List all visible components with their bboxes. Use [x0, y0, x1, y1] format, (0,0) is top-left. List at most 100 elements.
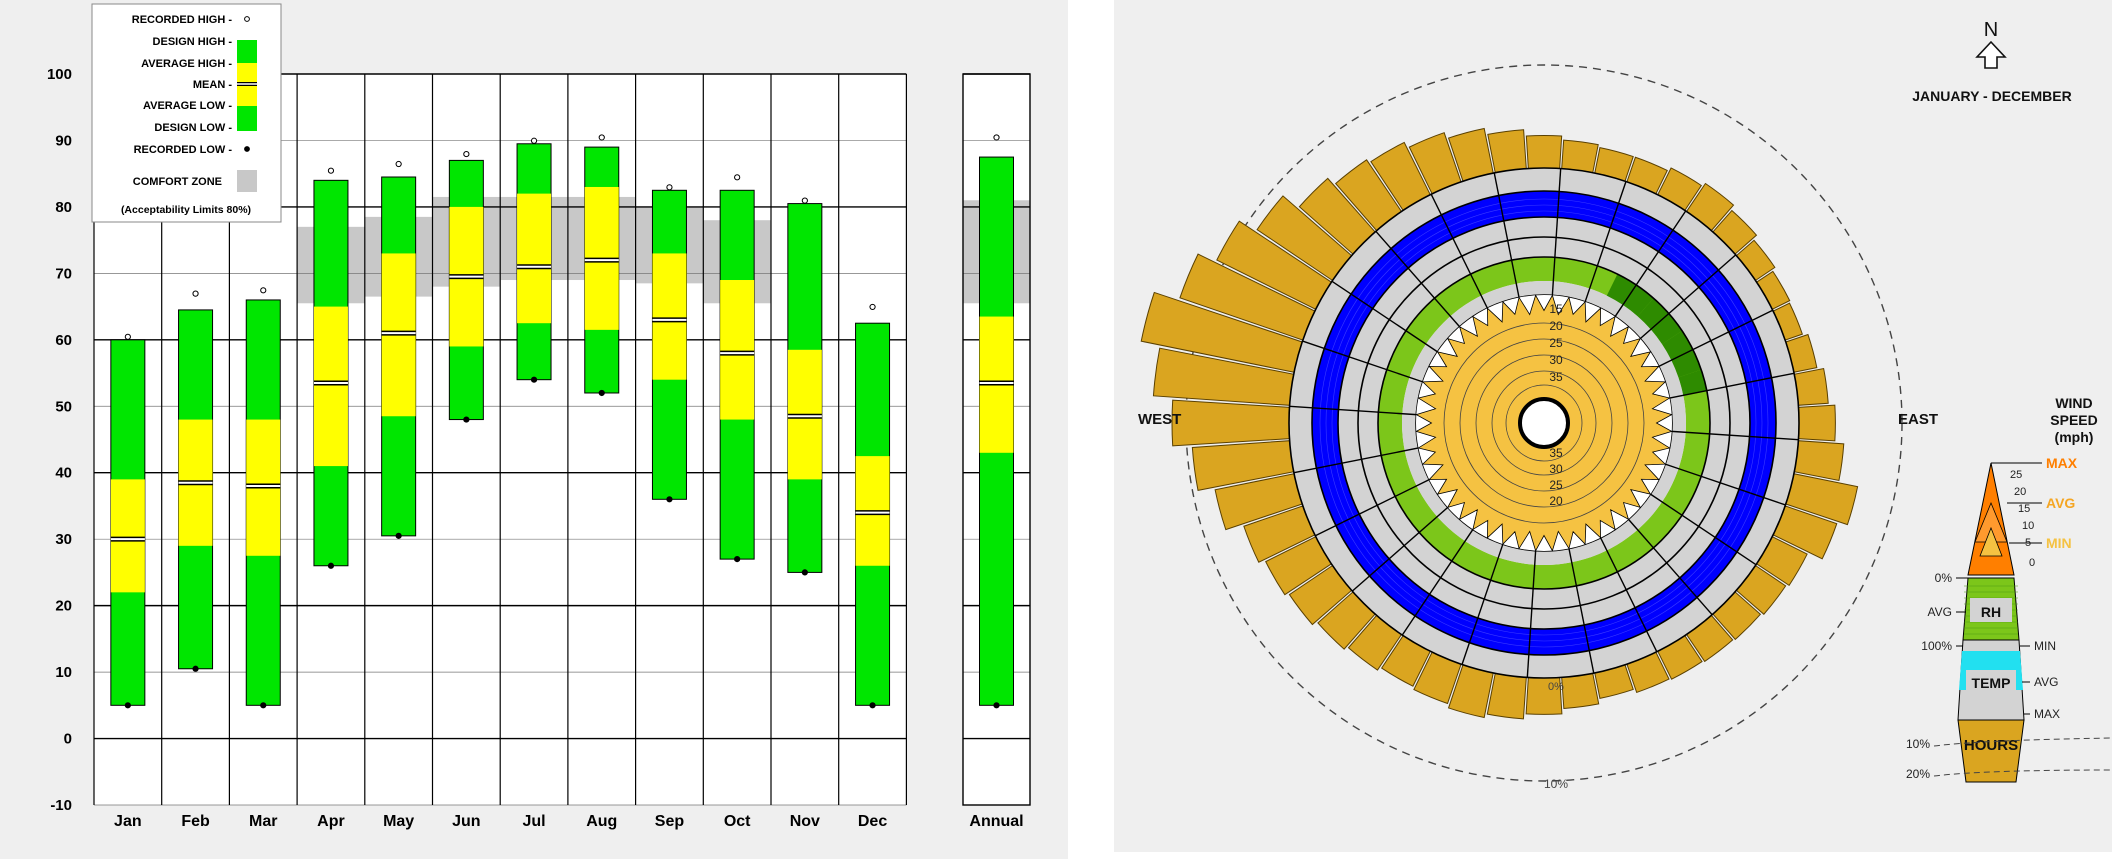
key-speed-tick: 10 [2022, 520, 2034, 532]
recorded-low-dot [993, 702, 1000, 709]
key-title: (mph) [2055, 429, 2094, 445]
key-speed-tick: 15 [2018, 503, 2030, 515]
average-range-bar [720, 280, 755, 420]
recorded-low-dot [598, 389, 605, 397]
direction-west-label: WEST [1138, 411, 1181, 428]
y-tick-label: 80 [55, 199, 72, 216]
x-tick-label: May [383, 813, 414, 830]
sector-divider [1664, 463, 1786, 506]
key-hours-label: HOURS [1964, 737, 2018, 754]
key-temp-max: MAX [2034, 707, 2060, 721]
recorded-low-dot [666, 496, 673, 503]
sector-divider [1526, 550, 1537, 678]
speed-ring-label: 25 [1549, 478, 1563, 492]
recorded-high-dot [530, 137, 538, 144]
legend-item-label: MEAN - [193, 79, 232, 91]
sector-divider [1669, 372, 1795, 399]
recorded-high-dot [327, 167, 335, 174]
wind-wheel-panel: 15 20 25 30 35 35 30 25 20 0% 10% WEST EAST N JANUARY … [1114, 0, 2112, 852]
y-tick-label: 70 [55, 265, 72, 282]
key-speed-tick: 5 [2025, 537, 2031, 549]
recorded-high-dot [993, 134, 1000, 141]
key-rh-avg: AVG [1928, 605, 1952, 619]
speed-ring [1443, 322, 1645, 524]
key-min-label: MIN [2046, 535, 2072, 551]
recorded-high-dot [598, 134, 605, 141]
annual-frame [962, 73, 1031, 806]
hours-petal [1525, 135, 1563, 170]
key-temp-avg: AVG [2034, 675, 2058, 689]
ring-border [1337, 216, 1751, 630]
key-temp-label-bg [1966, 670, 2016, 692]
speed-ring-label: 20 [1549, 494, 1563, 508]
y-tick-label: 60 [55, 332, 72, 349]
hours-petal [1171, 399, 1291, 447]
direction-east-label: EAST [1898, 411, 1938, 428]
sector-divider [1639, 254, 1737, 340]
recorded-low-dot [530, 376, 538, 383]
x-tick-label: Oct [724, 813, 751, 830]
rh-dark-sector [1678, 369, 1707, 396]
rh-dark-sector [1606, 274, 1637, 305]
key-rh-full: 100% [1921, 639, 1952, 653]
sector-divider [1493, 172, 1520, 298]
sector-divider [1430, 193, 1489, 309]
legend-comfort-symbol [237, 170, 257, 192]
recorded-high-dot [463, 150, 470, 158]
speed-ring-label: 15 [1549, 302, 1563, 316]
y-tick-label: 20 [55, 598, 72, 615]
legend-item-label: DESIGN HIGH - [153, 36, 233, 48]
recorded-low-dot [327, 562, 335, 569]
ring-border [1357, 236, 1731, 610]
sector-divider [1314, 478, 1430, 537]
key-hours-10-curve [1933, 737, 2112, 747]
sector-divider [1331, 280, 1438, 353]
key-title: WIND [2055, 395, 2092, 411]
hours-pct-label: 10% [1544, 777, 1568, 791]
hours-petal [1561, 672, 1600, 710]
recorded-low-dot [260, 702, 267, 709]
key-rh-label-bg [1970, 598, 2012, 622]
ring-border [1377, 256, 1711, 590]
period-label: JANUARY - DECEMBER [1912, 88, 2071, 104]
recorded-high-dot [260, 287, 267, 294]
sector-divider [1461, 543, 1504, 665]
key-temp-label: TEMP [1972, 675, 2011, 691]
sector-divider [1302, 340, 1424, 383]
x-tick-label: Jan [114, 813, 142, 830]
center-hub [1518, 397, 1570, 449]
x-tick-label: Mar [249, 813, 277, 830]
hours-petal [1793, 440, 1845, 482]
average-range-bar [110, 479, 145, 593]
legend-item-label: AVERAGE LOW - [143, 100, 232, 112]
hours-petal [1561, 139, 1599, 174]
legend-item-label: DESIGN LOW - [154, 122, 232, 134]
north-arrow-icon [1975, 40, 2007, 69]
sector-divider [1401, 529, 1474, 636]
sector-divider [1671, 430, 1799, 441]
x-tick-label: Feb [181, 813, 210, 830]
key-max-label: MAX [2046, 455, 2078, 471]
recorded-low-dot [395, 532, 402, 539]
y-tick-label: -10 [50, 797, 72, 814]
sector-divider [1351, 506, 1449, 592]
key-hours-20: 20% [1906, 767, 1930, 781]
recorded-high-dot [395, 160, 402, 168]
speed-ring [1475, 354, 1613, 492]
key-speed-tick: 20 [2014, 486, 2026, 498]
x-tick-label: Jul [522, 813, 545, 830]
legend-recorded-low-symbol [244, 146, 250, 152]
recorded-low-dot [734, 556, 741, 563]
temperature-range-panel: 100 90 80 70 60 50 40 30 20 10 0 -10 Jan Feb Mar Apr May… [0, 0, 1068, 859]
legend-comfort-label: COMFORT ZONE [133, 176, 222, 188]
speed-ring-label: 25 [1549, 336, 1563, 350]
hours-petal [1487, 129, 1527, 174]
recorded-low-dot [192, 665, 199, 672]
y-tick-label: 0 [64, 731, 72, 748]
speed-ring [1459, 338, 1629, 508]
recorded-high-dot [801, 197, 808, 204]
average-range-bar [313, 306, 348, 467]
key-rh-label: RH [1981, 604, 2001, 620]
key-title: SPEED [2050, 412, 2097, 428]
recorded-high-dot [734, 174, 741, 181]
